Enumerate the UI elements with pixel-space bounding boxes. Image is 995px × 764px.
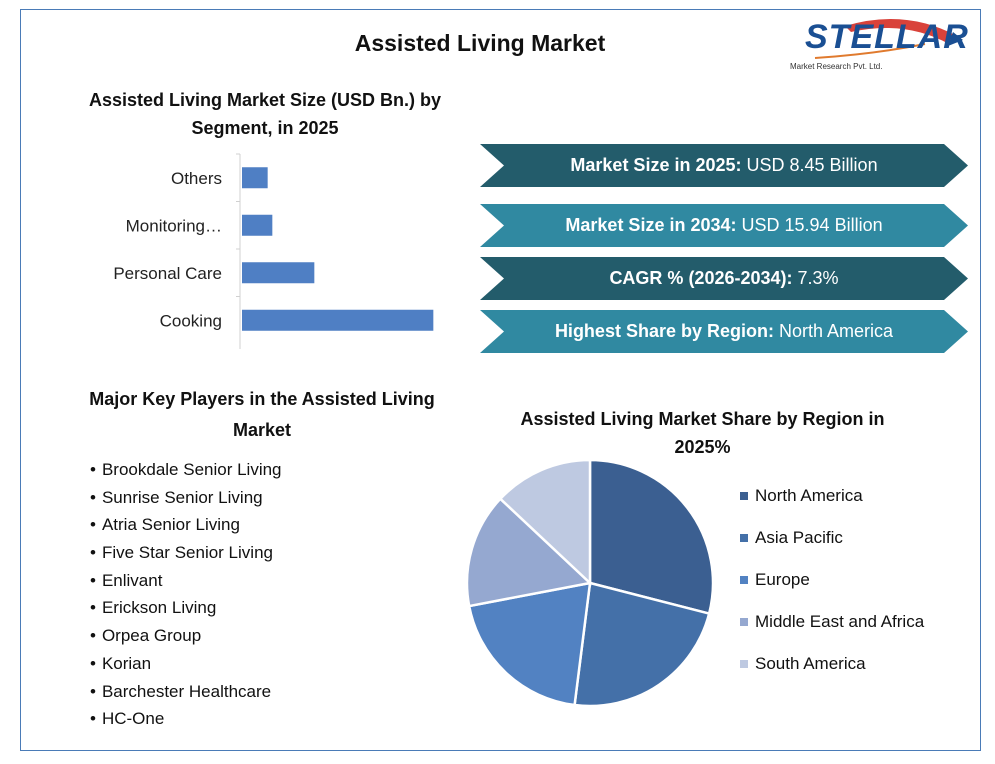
key-player-item: Enlivant (90, 567, 282, 595)
legend-swatch (740, 660, 748, 668)
banner-value: USD 8.45 Billion (746, 155, 878, 175)
key-players-title: Major Key Players in the Assisted Living… (89, 389, 435, 440)
pie-slice-middle-east-and-africa (465, 497, 593, 608)
banner-label: CAGR % (2026-2034): (609, 268, 793, 288)
legend-item: Europe (740, 559, 924, 601)
banner-label: Highest Share by Region: (554, 321, 774, 341)
key-player-item: Brookdale Senior Living (90, 456, 282, 484)
key-player-item: Sunrise Senior Living (90, 484, 282, 512)
bar-category-label: Cooking (160, 311, 222, 330)
bar-personal-care (242, 262, 315, 284)
infographic-frame (20, 9, 981, 751)
banner-cagr: CAGR % (2026-2034): 7.3% (480, 257, 968, 300)
legend-label: Asia Pacific (755, 528, 843, 547)
banner-label: Market Size in 2025: (570, 155, 742, 175)
legend-swatch (740, 618, 748, 626)
segment-bar-chart: Others Monitoring… Personal Care Cooking (113, 153, 434, 349)
key-player-item: Korian (90, 650, 282, 678)
bar-category-label: Personal Care (113, 264, 222, 283)
banner-label: Market Size in 2034: (565, 215, 737, 235)
legend-swatch (740, 492, 748, 500)
logo-wordmark: STELLAR (805, 18, 969, 56)
logo-swoosh-icon (814, 18, 963, 59)
legend-item: Asia Pacific (740, 517, 924, 559)
banner-value: 7.3% (797, 268, 839, 288)
legend-label: North America (755, 486, 863, 505)
legend-swatch (740, 534, 748, 542)
key-player-item: Atria Senior Living (90, 511, 282, 539)
pie-chart-title: Assisted Living Market Share by Region i… (520, 409, 885, 457)
region-pie-chart (465, 458, 715, 708)
banner-market-size-2034: Market Size in 2034: USD 15.94 Billion (480, 204, 968, 247)
key-player-item: HC-One (90, 705, 282, 733)
key-player-item: Erickson Living (90, 594, 282, 622)
pie-slice-asia-pacific (573, 581, 711, 708)
bar-category-label: Monitoring… (126, 216, 222, 235)
legend-label: Middle East and Africa (755, 612, 925, 631)
legend-label: South America (755, 654, 866, 673)
legend-item: South America (740, 643, 924, 685)
bar-others (242, 167, 268, 189)
pie-legend: North America Asia Pacific Europe Middle Ea… (740, 475, 924, 685)
legend-label: Europe (755, 570, 810, 589)
bar-chart-title: Assisted Living Market Size (USD Bn.) by… (88, 90, 442, 138)
banner-value: USD 15.94 Billion (741, 215, 883, 235)
logo-subtitle: Market Research Pvt. Ltd. (790, 62, 883, 71)
banner-highest-share-region: Highest Share by Region: North America (480, 310, 968, 353)
legend-item: Middle East and Africa (740, 601, 924, 643)
pie-slice-europe (467, 581, 592, 707)
key-player-item: Barchester Healthcare (90, 678, 282, 706)
bar-monitoring (242, 214, 273, 236)
key-player-item: Orpea Group (90, 622, 282, 650)
banner-value: North America (779, 321, 894, 341)
key-player-item: Five Star Senior Living (90, 539, 282, 567)
page-title: Assisted Living Market (354, 30, 606, 56)
pie-slice-north-america (588, 458, 715, 616)
legend-swatch (740, 576, 748, 584)
banner-market-size-2025: Market Size in 2025: USD 8.45 Billion (480, 144, 968, 187)
pie-slice-south-america (498, 458, 592, 586)
key-players-list: Brookdale Senior LivingSunrise Senior Li… (90, 456, 282, 733)
bar-category-label: Others (171, 169, 222, 188)
legend-item: North America (740, 475, 924, 517)
stellar-logo: STELLAR Market Research Pvt. Ltd. (785, 14, 968, 74)
bar-cooking (242, 309, 434, 331)
